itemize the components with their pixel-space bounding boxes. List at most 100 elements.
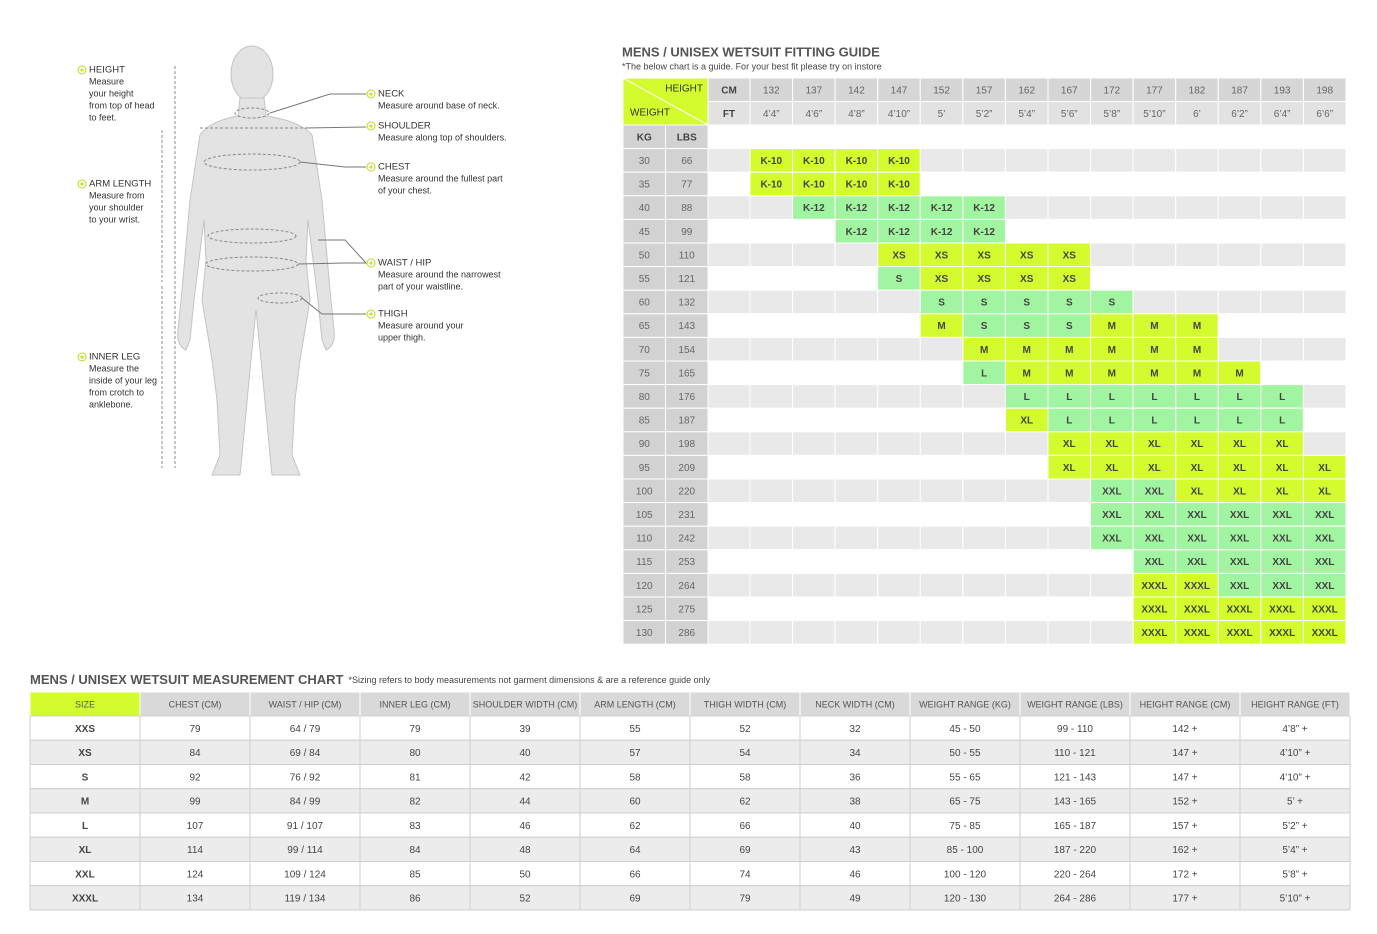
chart-cell-bg [139, 812, 251, 838]
height-cm: 137 [806, 85, 823, 96]
chart-header-bg [1019, 691, 1131, 717]
chart-value: 75 - 85 [949, 821, 981, 832]
size-cell: L [1194, 392, 1200, 403]
height-cm: 147 [891, 85, 908, 96]
chart-cell-bg [1239, 885, 1351, 911]
blank-bg [707, 407, 751, 433]
chart-value: 121 - 143 [1054, 772, 1097, 783]
height-ft: 5’6” [1061, 109, 1078, 120]
blank-bg [1132, 148, 1177, 173]
blank-bg [1004, 124, 1049, 150]
blank-bg [1175, 242, 1219, 268]
blank-bg [749, 195, 794, 220]
blank-bg [962, 572, 1006, 598]
blank-bg [1302, 336, 1347, 362]
blank-bg [877, 431, 921, 456]
chart-cell-bg [689, 885, 801, 911]
blank-bg [962, 124, 1006, 150]
size-cell: XL [1276, 463, 1289, 474]
size-cell: XL [1105, 439, 1118, 450]
blank-bg [1175, 171, 1219, 197]
neck-leader [269, 93, 366, 114]
blank-bg [962, 478, 1006, 504]
height-cm: 152 [933, 85, 950, 96]
chart-value: 5’4” + [1282, 845, 1307, 856]
size-cell: XL [1191, 439, 1204, 450]
size-cell: M [1150, 368, 1158, 379]
blank-bg [834, 266, 879, 291]
label-icon [77, 352, 87, 362]
weight-lbs: 121 [678, 274, 695, 285]
chart-value: 40 [849, 821, 861, 832]
measure-desc: anklebone. [89, 399, 133, 409]
height-cm: 177 [1146, 85, 1163, 96]
chart-value: 57 [629, 748, 641, 759]
chart-value: 147 + [1172, 772, 1197, 783]
blank-bg [707, 525, 751, 551]
size-cell: XXL [1230, 557, 1249, 568]
lbs-label: LBS [677, 132, 697, 143]
label-icon-plus [369, 165, 373, 169]
height-ft: 4’4” [763, 109, 780, 120]
chart-size: XXS [75, 724, 95, 735]
blank-bg [1217, 218, 1262, 244]
label-icon-plus [369, 124, 373, 128]
blank-bg [919, 549, 964, 574]
size-cell: M [1108, 321, 1116, 332]
size-cell: XL [1276, 439, 1289, 450]
chart-header: CHEST (CM) [169, 699, 222, 709]
size-cell: XXXL [1226, 604, 1252, 615]
blank-bg [962, 407, 1006, 433]
chart-value: 69 [629, 894, 641, 905]
measure-desc: Measure from [89, 190, 145, 200]
blank-bg [1047, 620, 1092, 645]
blank-bg [1302, 124, 1347, 150]
size-cell: K-10 [803, 156, 825, 167]
blank-bg [919, 407, 964, 433]
neck-guide [234, 107, 270, 119]
height-cm: 172 [1104, 85, 1121, 96]
size-cell: K-10 [760, 156, 782, 167]
weight-kg: 45 [639, 227, 651, 238]
chart-value: 86 [409, 894, 421, 905]
size-cell: XL [1318, 486, 1331, 497]
size-cell: K-10 [846, 156, 868, 167]
size-cell: S [1066, 321, 1073, 332]
height-cm: 193 [1274, 85, 1291, 96]
chart-value: 50 [519, 869, 531, 880]
size-cell: S [981, 298, 988, 309]
size-cell: XL [1191, 463, 1204, 474]
measure-title: INNER LEG [89, 352, 140, 363]
chart-note: *Sizing refers to body measurements not … [348, 675, 710, 685]
size-cell: XS [1063, 250, 1077, 261]
size-cell: XXL [1145, 557, 1164, 568]
weight-kg: 30 [639, 156, 651, 167]
chart-cell-bg [469, 812, 581, 838]
size-cell: S [1109, 298, 1116, 309]
blank-bg [877, 478, 921, 504]
size-cell: XL [1105, 463, 1118, 474]
chart-value: 66 [629, 869, 641, 880]
blank-bg [792, 360, 836, 386]
chart-value: 124 [187, 869, 204, 880]
size-cell: L [1066, 416, 1072, 427]
blank-bg [1302, 171, 1347, 197]
chart-value: 60 [629, 797, 641, 808]
blank-bg [792, 502, 836, 527]
blank-bg [962, 549, 1006, 574]
blank-bg [1047, 502, 1092, 527]
blank-bg [1090, 218, 1134, 244]
chart-cell-bg [249, 715, 361, 741]
blank-bg [707, 171, 751, 197]
blank-bg [707, 313, 751, 338]
weight-lbs: 99 [681, 227, 693, 238]
size-cell: M [1193, 345, 1201, 356]
blank-bg [962, 502, 1006, 527]
chart-value: 65 - 75 [949, 797, 981, 808]
blank-bg [1047, 124, 1092, 150]
measure-desc: Measure around your [378, 320, 464, 330]
label-icon [366, 162, 376, 172]
blank-bg [919, 171, 964, 197]
chart-value: 119 / 134 [285, 894, 326, 905]
blank-bg [1090, 242, 1134, 268]
